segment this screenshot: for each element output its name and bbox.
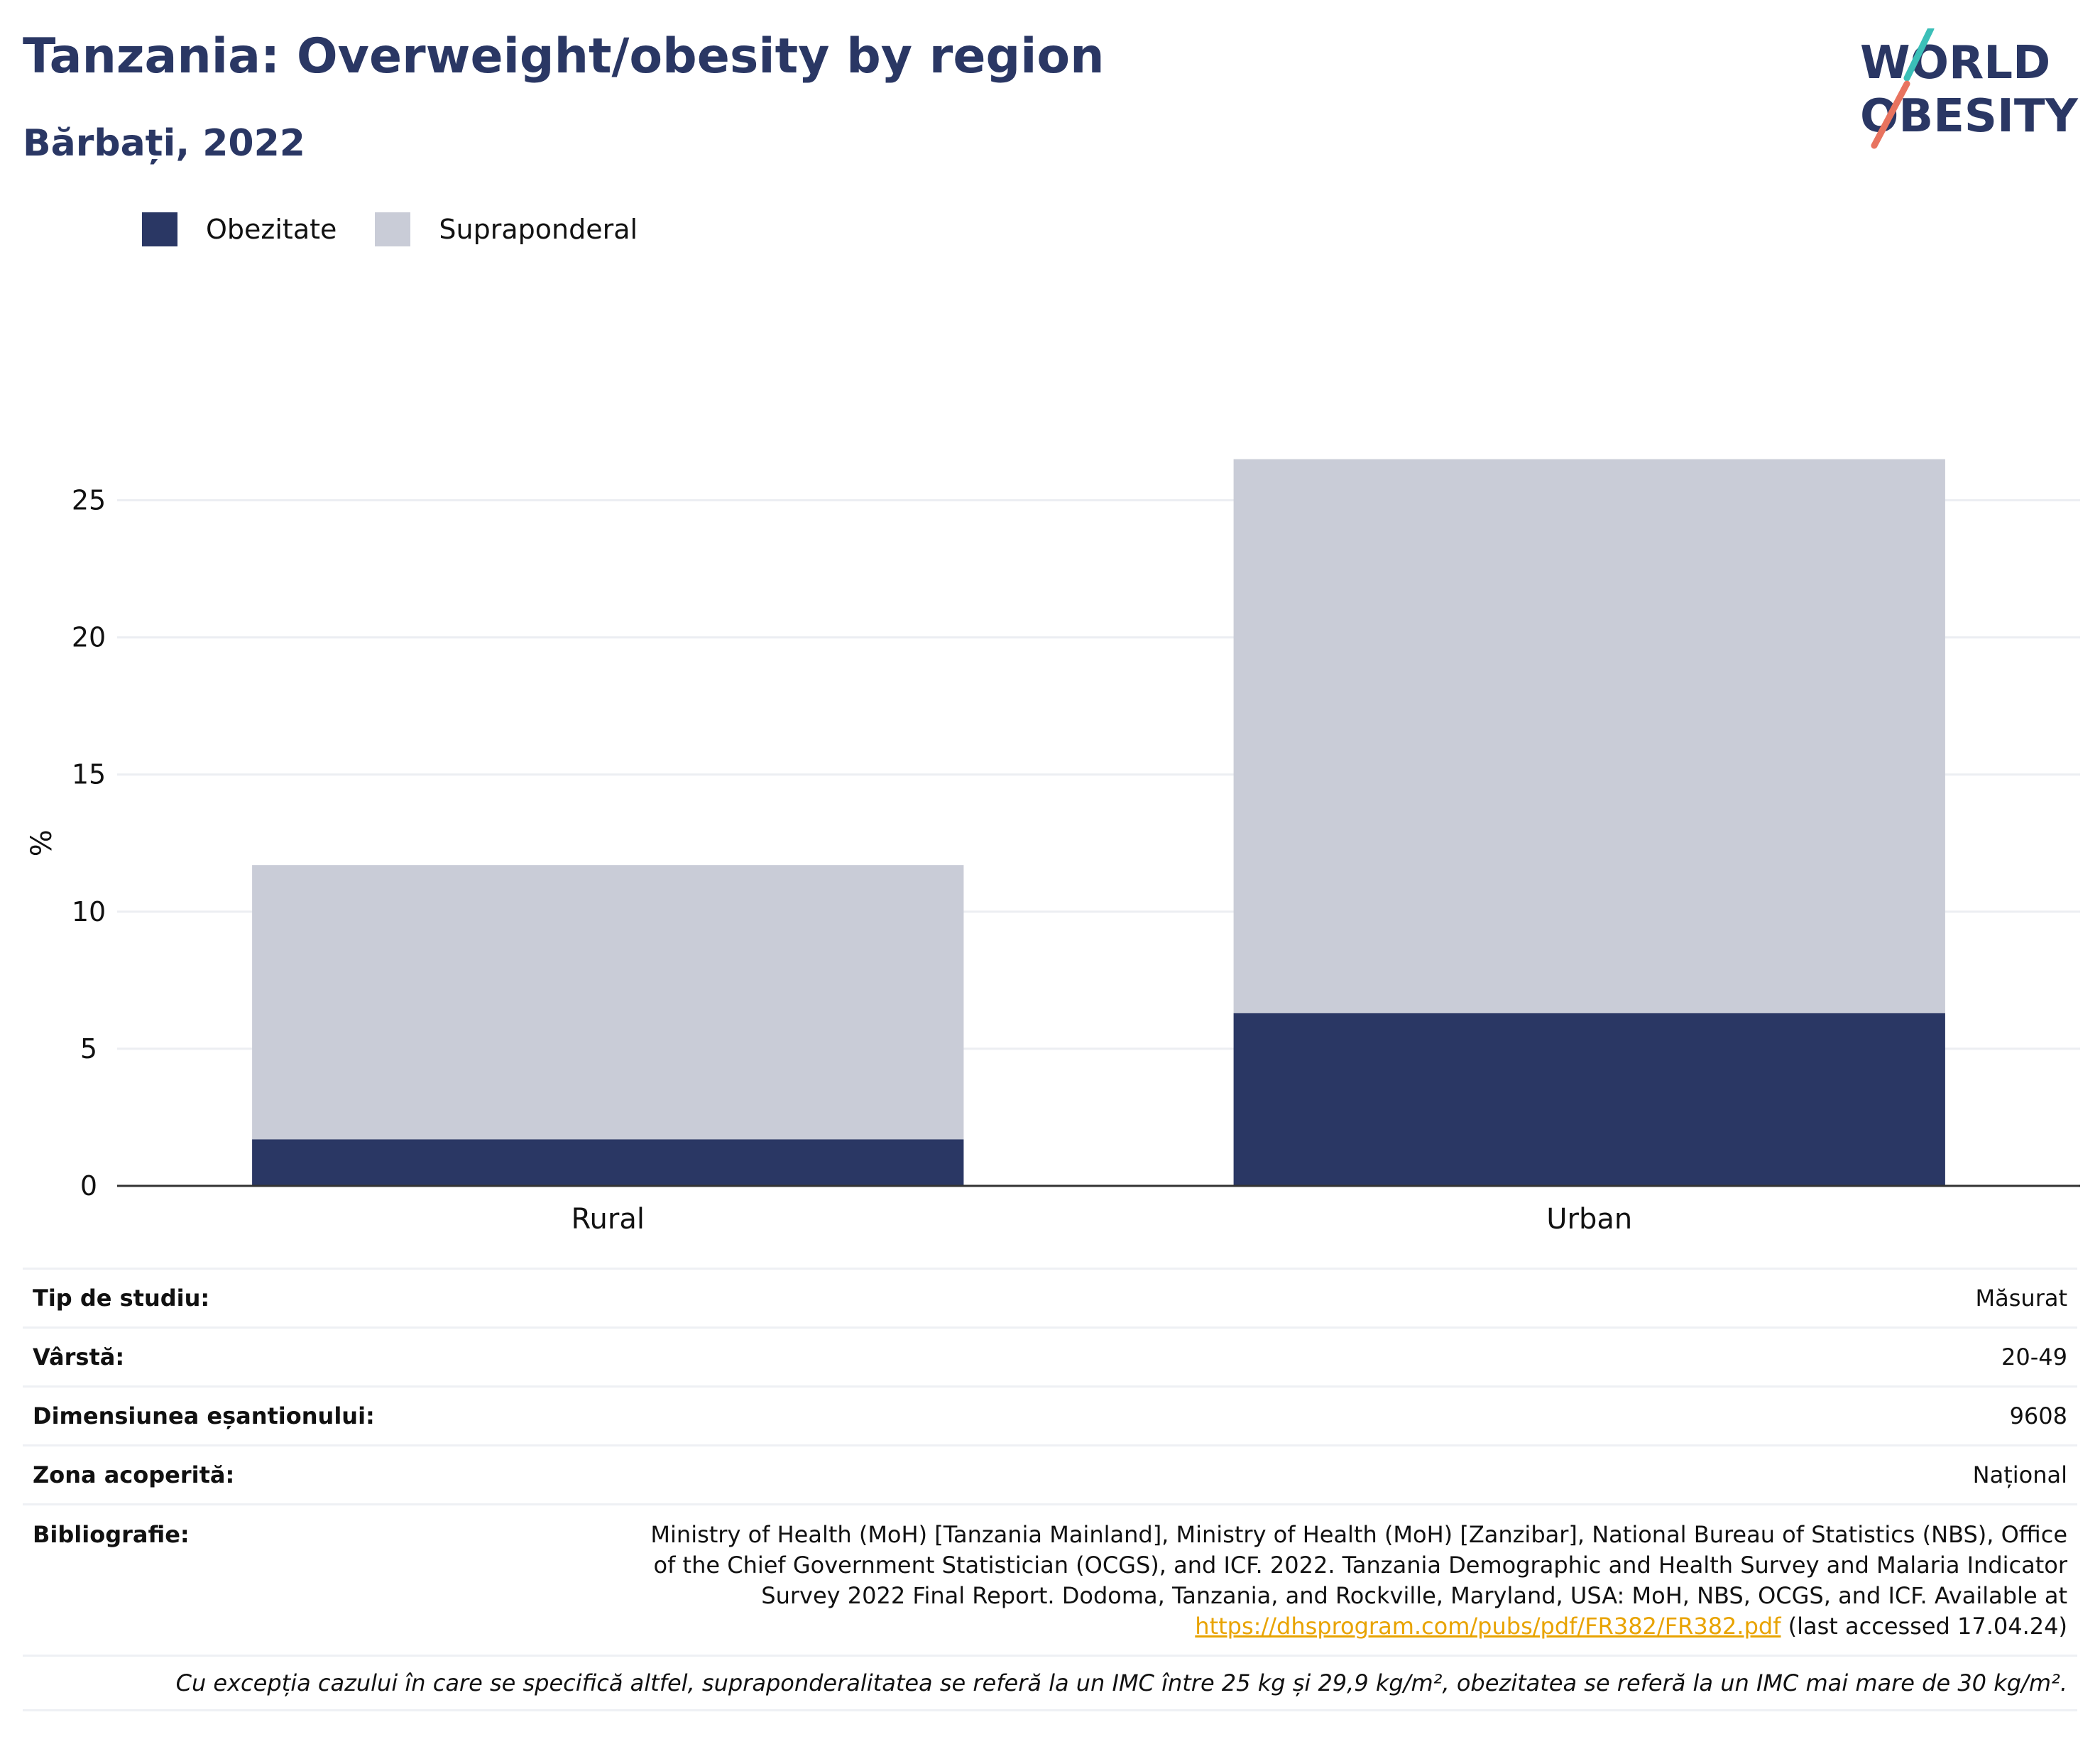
bibliography-key: Bibliografie: — [23, 1503, 638, 1656]
y-axis-title: % — [26, 829, 58, 856]
logo-line1: WORLD — [1860, 37, 2050, 89]
y-tick-label: 15 — [72, 759, 106, 790]
bar-chart: 0 5 10 15 20 25% Rural Urban — [26, 459, 2080, 1236]
y-tick-label: 0 — [80, 1170, 97, 1202]
y-tick-label: 10 — [72, 896, 106, 927]
y-tick-label: 20 — [72, 622, 106, 653]
info-row-age: Vârstă: 20-49 — [23, 1326, 2077, 1387]
bar-overweight-rural — [252, 865, 964, 1140]
bar-obesity-urban — [1233, 1013, 1945, 1186]
legend: Obezitate Supraponderal — [142, 212, 676, 247]
legend-label-obesity: Obezitate — [206, 214, 337, 245]
x-category-label: Rural — [572, 1203, 645, 1236]
y-tick-label: 25 — [72, 485, 106, 516]
info-value: 20-49 — [638, 1326, 2077, 1387]
info-key: Dimensiunea eșantionului: — [23, 1385, 638, 1446]
info-key: Vârstă: — [23, 1326, 638, 1387]
info-value: Național — [638, 1444, 2077, 1505]
info-key: Zona acoperită: — [23, 1444, 638, 1505]
bibliography-link[interactable]: https://dhsprogram.com/pubs/pdf/FR382/FR… — [1195, 1613, 1781, 1640]
bar-overweight-urban — [1233, 459, 1945, 1013]
info-row-bibliography: Bibliografie: Ministry of Health (MoH) [… — [23, 1503, 2077, 1656]
chart-title: Tanzania: Overweight/obesity by region — [23, 28, 1105, 85]
definition-note: Cu excepția cazului în care se specifică… — [23, 1655, 2077, 1711]
legend-swatch-overweight — [375, 212, 411, 246]
x-category-label: Urban — [1546, 1203, 1632, 1236]
legend-item-overweight[interactable]: Supraponderal — [375, 212, 638, 246]
chart-subtitle: Bărbați, 2022 — [23, 122, 305, 165]
info-row-study-type: Tip de studiu: Măsurat — [23, 1268, 2077, 1328]
info-row-sample-size: Dimensiunea eșantionului: 9608 — [23, 1385, 2077, 1446]
bibliography-text: Ministry of Health (MoH) [Tanzania Mainl… — [650, 1521, 2067, 1609]
legend-label-overweight: Supraponderal — [439, 214, 638, 245]
info-value: Măsurat — [638, 1268, 2077, 1328]
bibliography-value: Ministry of Health (MoH) [Tanzania Mainl… — [638, 1503, 2077, 1656]
info-row-note: Cu excepția cazului în care se specifică… — [23, 1655, 2077, 1711]
world-obesity-logo: WORLD OBESITY — [1860, 28, 2078, 149]
legend-item-obesity[interactable]: Obezitate — [142, 212, 337, 246]
legend-swatch-obesity — [142, 212, 177, 246]
info-value: 9608 — [638, 1385, 2077, 1446]
info-key: Tip de studiu: — [23, 1268, 638, 1328]
y-tick-label: 5 — [80, 1033, 97, 1064]
bibliography-suffix: (last accessed 17.04.24) — [1788, 1613, 2067, 1640]
bar-obesity-rural — [252, 1139, 964, 1186]
info-row-coverage: Zona acoperită: Național — [23, 1444, 2077, 1505]
study-info-table: Tip de studiu: Măsurat Vârstă: 20-49 Dim… — [23, 1268, 2077, 1711]
